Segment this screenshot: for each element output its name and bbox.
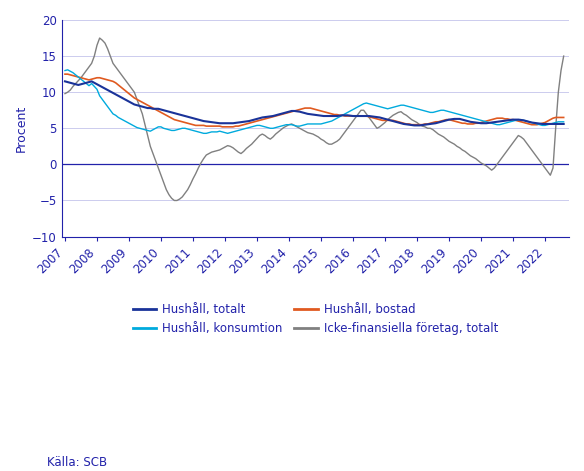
Legend: Hushåll, totalt, Hushåll, konsumtion, Hushåll, bostad, Icke-finansiella företag,: Hushåll, totalt, Hushåll, konsumtion, Hu…: [133, 303, 498, 335]
Text: Källa: SCB: Källa: SCB: [47, 455, 107, 469]
Y-axis label: Procent: Procent: [15, 105, 28, 152]
